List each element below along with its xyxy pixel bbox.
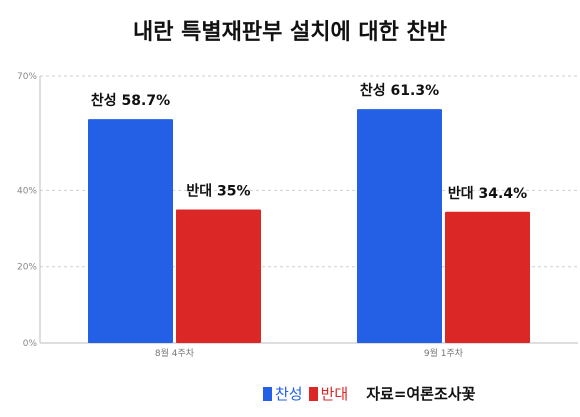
legend-item-oppose: 반대: [308, 383, 349, 404]
x-tick-label-1: 9월 1주차: [424, 347, 464, 359]
data-label-찬성-1: 찬성 61.3%: [360, 82, 439, 99]
chart-title: 내란 특별재판부 설치에 대한 찬반: [133, 20, 447, 45]
legend-item-support: 찬성: [263, 383, 303, 404]
data-label-반대-1: 반대 34.4%: [448, 185, 527, 202]
y-tick-label-2: 40%: [17, 186, 37, 196]
bar-찬성-1: [357, 109, 442, 343]
legend-label-support: 찬성: [275, 385, 303, 403]
legend-swatch-support: [263, 386, 272, 401]
bar-찬성-0: [88, 119, 173, 343]
x-tick-label-0: 8월 4주차: [155, 347, 195, 359]
bar-반대-1: [445, 211, 530, 343]
source-note: 자료=여론조사꽃: [366, 385, 476, 403]
y-tick-label-1: 20%: [17, 263, 37, 273]
legend-swatch-oppose: [308, 386, 318, 401]
bar-반대-0: [176, 209, 261, 343]
y-tick-label-0: 0%: [23, 339, 38, 349]
data-label-찬성-0: 찬성 58.7%: [91, 92, 170, 109]
y-tick-label-3: 70%: [17, 72, 37, 82]
legend: 찬성 반대 자료=여론조사꽃: [263, 383, 475, 404]
legend-label-oppose: 반대: [320, 385, 349, 403]
data-label-반대-0: 반대 35%: [186, 183, 250, 200]
